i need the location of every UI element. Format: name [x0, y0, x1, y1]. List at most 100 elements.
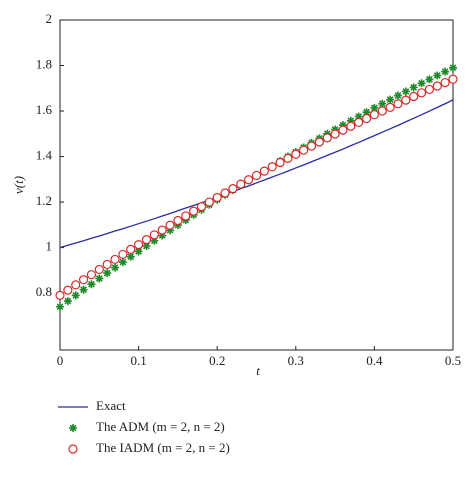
data-point: [251, 170, 262, 181]
data-point: [95, 274, 104, 283]
data-point: [236, 179, 246, 189]
data-point: [369, 110, 379, 120]
data-point: [346, 121, 356, 131]
data-point: [189, 206, 199, 216]
data-point: [441, 67, 450, 76]
data-point: [386, 95, 395, 104]
legend-marker: [68, 444, 78, 454]
data-point: [424, 84, 435, 95]
data-point: [166, 226, 175, 235]
data-point: [361, 113, 372, 124]
data-point: [158, 231, 167, 240]
data-point: [110, 254, 120, 265]
data-point: [401, 87, 410, 96]
data-point: [149, 230, 159, 240]
data-point: [118, 258, 127, 267]
data-point: [330, 129, 340, 139]
data-point: [259, 166, 269, 176]
plot-frame: [59, 19, 454, 351]
data-point: [362, 108, 371, 117]
data-point: [56, 302, 64, 311]
data-point: [401, 95, 411, 105]
data-point: [409, 91, 419, 102]
data-point: [102, 259, 112, 270]
data-point: [244, 175, 254, 185]
data-point: [449, 63, 457, 72]
data-point: [157, 225, 167, 235]
data-point: [134, 247, 143, 256]
data-point: [425, 75, 434, 84]
data-point: [63, 285, 73, 295]
data-point: [448, 74, 458, 84]
data-point: [432, 81, 442, 91]
data-point: [173, 215, 183, 226]
data-point: [165, 220, 175, 230]
y-tick-label: 1: [46, 239, 53, 254]
y-tick-label: 1.2: [36, 193, 52, 208]
data-point: [55, 290, 65, 300]
y-tick-label: 2: [46, 11, 53, 26]
data-point: [283, 153, 293, 163]
data-point: [212, 192, 222, 203]
y-tick-label: 1.4: [36, 148, 53, 163]
y-tick-label: 0.8: [36, 284, 52, 299]
x-tick-label: 0.1: [130, 353, 146, 368]
data-point: [71, 291, 80, 300]
data-point: [181, 211, 191, 221]
data-point: [417, 79, 426, 88]
y-tick-label: 1.6: [36, 102, 53, 117]
data-point: [267, 162, 277, 172]
data-point: [118, 249, 128, 260]
data-point: [393, 91, 402, 100]
data-point: [228, 184, 238, 194]
data-point: [385, 102, 395, 112]
legend-label: Exact: [96, 398, 126, 413]
data-point: [416, 88, 427, 98]
data-point: [141, 235, 152, 245]
data-point: [63, 297, 72, 306]
data-point: [322, 133, 332, 143]
data-point: [354, 112, 363, 121]
data-point: [370, 103, 379, 112]
data-point: [86, 270, 97, 280]
data-point: [103, 269, 112, 278]
data-point: [134, 240, 144, 250]
data-point: [314, 137, 324, 147]
x-tick-label: 0.2: [209, 353, 225, 368]
data-point: [306, 141, 317, 151]
data-point: [87, 280, 96, 289]
data-point: [338, 121, 347, 130]
data-point: [338, 125, 348, 135]
data-point: [291, 149, 301, 159]
data-point: [71, 280, 81, 290]
x-tick-label: 0.3: [288, 353, 304, 368]
data-point: [204, 197, 214, 207]
data-point: [354, 117, 364, 128]
exact-line: [59, 99, 454, 249]
data-point: [126, 244, 136, 255]
data-point: [393, 99, 403, 109]
legend-label: The ADM (m = 2, n = 2): [96, 419, 225, 434]
legend-label: The IADM (m = 2, n = 2): [96, 440, 230, 455]
data-point: [220, 188, 230, 198]
data-point: [150, 236, 159, 245]
y-tick-label: 1.8: [36, 57, 52, 72]
data-point: [78, 275, 89, 285]
data-point: [94, 264, 104, 275]
data-point: [377, 106, 387, 116]
y-axis-label: v(t): [11, 176, 26, 194]
data-point: [111, 263, 120, 272]
x-tick-label: 0.5: [445, 353, 461, 368]
data-point: [299, 145, 309, 155]
data-point: [79, 285, 88, 294]
x-axis-label: t: [256, 363, 260, 378]
legend-marker: [69, 424, 77, 432]
data-point: [433, 71, 442, 80]
data-point: [275, 157, 285, 168]
data-point: [378, 99, 387, 108]
data-point: [126, 252, 135, 261]
data-point: [142, 241, 151, 250]
data-point: [440, 77, 450, 88]
data-point: [409, 83, 418, 92]
